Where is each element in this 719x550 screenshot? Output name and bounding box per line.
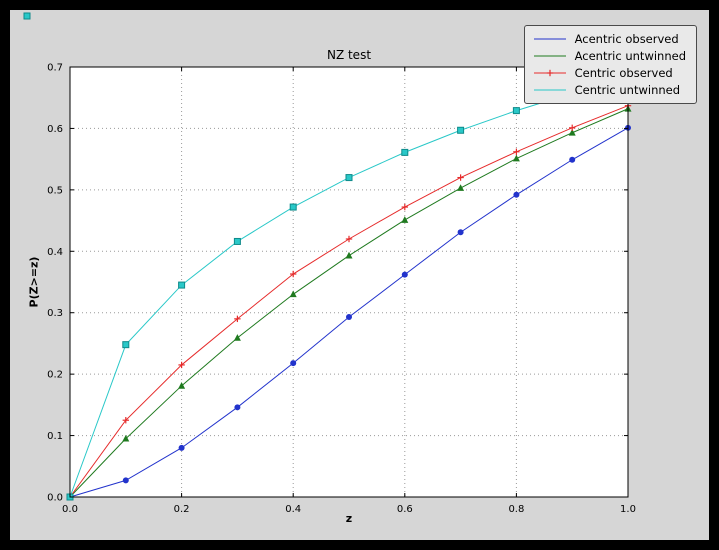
square-marker <box>345 174 353 182</box>
triangle-marker <box>457 184 465 191</box>
legend-sample-triangle-icon <box>533 55 566 57</box>
legend-label: Acentric untwinned <box>574 49 686 63</box>
circle-marker <box>234 404 241 411</box>
circle-marker <box>513 191 520 198</box>
legend: Acentric observed Acentric untwinned Centr… <box>523 25 697 104</box>
triangle-marker <box>568 128 576 136</box>
legend-sample-plus-icon <box>533 69 566 77</box>
y-tick-label: 0.7 <box>47 63 63 74</box>
triangle-marker <box>122 434 130 442</box>
chart-title: NZ test <box>326 48 372 62</box>
axes-border <box>69 66 629 498</box>
triangle-marker <box>178 382 186 389</box>
y-tick-label: 0.2 <box>47 370 63 381</box>
triangle-marker <box>345 251 353 259</box>
legend-item: Centric untwinned <box>533 83 686 97</box>
triangle-marker <box>233 334 241 341</box>
y-tick-label: 0.0 <box>47 493 63 504</box>
square-marker <box>457 126 465 134</box>
x-tick-label: 1.0 <box>620 504 636 515</box>
x-tick-label: 0.2 <box>174 504 190 515</box>
y-tick-label: 0.5 <box>47 185 63 196</box>
y-tick-label: 0.3 <box>47 308 63 319</box>
legend-label: Centric untwinned <box>574 83 681 97</box>
legend-item: Acentric observed <box>533 32 686 46</box>
legend-sample-circle-icon <box>533 38 566 40</box>
x-axis-label: z <box>345 512 353 525</box>
y-tick-label: 0.1 <box>47 431 63 442</box>
legend-label: Centric observed <box>574 66 673 80</box>
x-tick-label: 0.8 <box>508 504 524 515</box>
legend-label: Acentric observed <box>574 32 679 46</box>
square-marker <box>512 107 520 115</box>
y-tick-label: 0.6 <box>47 124 63 135</box>
circle-marker <box>122 477 129 484</box>
square-marker <box>233 237 241 245</box>
axes-background <box>70 67 628 497</box>
y-axis-label: P(Z>=z) <box>27 256 41 308</box>
figure: 0.0 0.2 0.4 0.6 0.8 1.0 0.0 0.1 0.2 0.3 0.4 0.5 0.6 0… <box>10 10 709 540</box>
circle-marker <box>178 444 185 451</box>
circle-marker <box>401 271 408 278</box>
square-marker <box>401 148 409 156</box>
x-tick-label: 0.6 <box>397 504 413 515</box>
y-tick-label: 0.4 <box>47 247 63 258</box>
legend-item: Acentric untwinned <box>533 49 686 63</box>
square-marker <box>289 203 297 211</box>
x-tick-label: 0.4 <box>285 504 301 515</box>
circle-marker <box>346 314 352 321</box>
square-marker <box>122 341 130 349</box>
legend-item: Centric observed <box>533 66 686 80</box>
circle-marker <box>290 360 297 367</box>
x-tick-label: 0.0 <box>62 504 78 515</box>
circle-marker <box>457 229 464 236</box>
triangle-marker <box>512 154 520 162</box>
circle-marker <box>569 156 576 163</box>
legend-sample-square-icon <box>533 89 566 91</box>
plot-area: 0.0 0.2 0.4 0.6 0.8 1.0 0.0 0.1 0.2 0.3 0.4 0.5 0.6 0… <box>23 12 636 515</box>
square-marker <box>23 12 31 20</box>
triangle-marker <box>401 216 409 223</box>
triangle-marker <box>289 290 297 298</box>
square-marker <box>178 281 186 289</box>
